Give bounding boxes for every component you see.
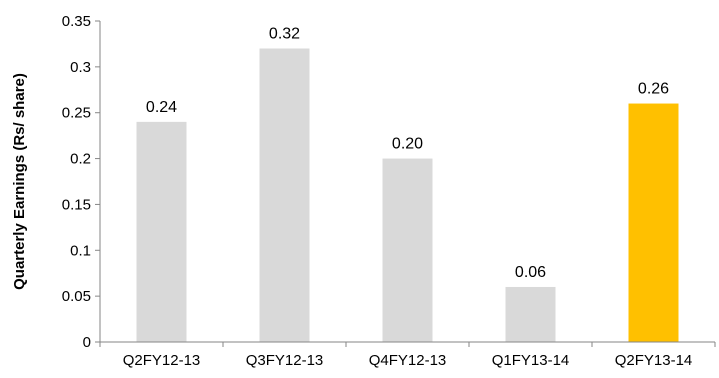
data-label: 0.20 (392, 136, 423, 153)
bar-q1fy13-14 (505, 286, 556, 342)
bar-q4fy12-13 (382, 158, 433, 342)
x-tick-label: Q2FY13-14 (615, 352, 693, 369)
data-label: 0.06 (515, 264, 546, 281)
y-tick-label: 0.15 (62, 196, 91, 213)
y-tick-label: 0.3 (70, 59, 91, 76)
y-tick-label: 0 (83, 334, 91, 351)
x-tick-label: Q4FY12-13 (369, 352, 447, 369)
x-tick-label: Q3FY12-13 (246, 352, 324, 369)
y-tick-label: 0.1 (70, 242, 91, 259)
bar-q2fy13-14 (628, 103, 679, 343)
y-tick-label: 0.2 (70, 151, 91, 168)
data-labels: 0.24 0.32 0.20 0.06 0.26 (146, 26, 669, 281)
bar-q2fy12-13 (136, 121, 187, 342)
y-axis-title: Quarterly Earnings (Rs/ share) (11, 73, 28, 290)
y-axis-ticks: 0 0.05 0.1 0.15 0.2 0.25 0.3 0.35 (62, 13, 100, 351)
x-axis-labels: Q2FY12-13 Q3FY12-13 Q4FY12-13 Q1FY13-14 Q2FY… (99, 342, 716, 369)
y-tick-label: 0.35 (62, 13, 91, 30)
bar-q3fy12-13 (259, 48, 310, 343)
data-label: 0.26 (638, 81, 669, 98)
data-label: 0.32 (269, 26, 300, 43)
bars (136, 48, 679, 343)
data-label: 0.24 (146, 99, 177, 116)
y-tick-label: 0.25 (62, 105, 91, 122)
y-tick-label: 0.05 (62, 288, 91, 305)
x-tick-label: Q2FY12-13 (123, 352, 201, 369)
x-tick-label: Q1FY13-14 (492, 352, 570, 369)
